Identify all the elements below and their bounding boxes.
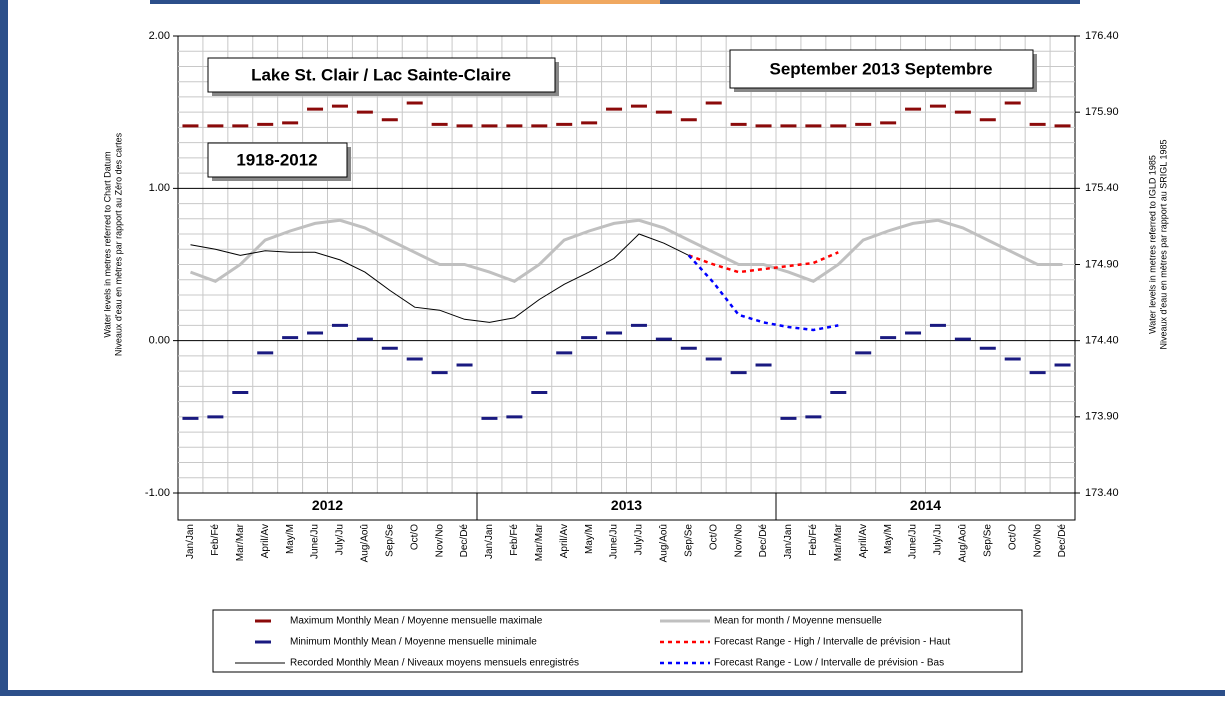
y-tick-label: 2.00 <box>149 30 170 42</box>
period-label: 1918-2012 <box>236 150 317 169</box>
x-tick-label: June/Ju <box>908 524 919 559</box>
year-label: 2014 <box>910 497 941 513</box>
frame-left <box>0 0 8 696</box>
x-tick-label: Mar/Mar <box>833 523 844 561</box>
y-tick-label: 1.00 <box>149 182 170 194</box>
y-tick-label: -1.00 <box>145 487 170 499</box>
x-tick-label: Nov/No <box>434 524 445 558</box>
x-tick-label: Aug/Aoû <box>360 524 371 562</box>
legend-label: Mean for month / Moyenne mensuelle <box>714 616 882 627</box>
series-line <box>190 233 690 323</box>
y-axis-label: Water levels in metres referred to Chart… <box>102 151 112 337</box>
x-tick-label: Nov/No <box>733 524 744 558</box>
legend-label: Forecast Range - Low / Intervalle de pré… <box>714 658 944 669</box>
x-tick-label: Jan/Jan <box>185 524 196 559</box>
x-tick-label: May/M <box>883 524 894 554</box>
chart-subtitle: September 2013 Septembre <box>770 59 993 78</box>
box <box>207 57 556 93</box>
x-tick-label: Feb/Fé <box>210 524 221 556</box>
year-band <box>177 492 1076 521</box>
x-tick-label: July/Ju <box>634 524 645 555</box>
x-tick-label: May/M <box>285 524 296 554</box>
legend <box>212 609 1023 673</box>
period-box: 1918-2012 <box>207 142 351 181</box>
frame-top-accent <box>540 0 660 4</box>
frame-bottom <box>0 690 1225 696</box>
y2-axis-label: Niveaux d'eau en mètres par rapport au S… <box>1158 139 1168 349</box>
x-tick-label: Dec/Dé <box>459 524 470 558</box>
box <box>729 49 1034 89</box>
x-tick-label: May/M <box>584 524 595 554</box>
x-tick-label: Dec/Dé <box>758 524 769 558</box>
x-tick-label: April/Av <box>559 524 570 558</box>
series-line <box>189 218 1063 283</box>
y-tick-label: 0.00 <box>149 335 170 347</box>
legend-label: Maximum Monthly Mean / Moyenne mensuelle… <box>290 616 543 627</box>
y2-axis-label: Water levels in metres referred to IGLD … <box>1147 155 1157 334</box>
x-tick-label: June/Ju <box>609 524 620 559</box>
y2-tick-label: 175.40 <box>1085 182 1119 194</box>
x-tick-label: Oct/O <box>708 524 719 550</box>
x-tick-label: Mar/Mar <box>235 523 246 561</box>
box <box>207 142 348 178</box>
chart-title: Lake St. Clair / Lac Sainte-Claire <box>251 65 511 84</box>
x-tick-label: Aug/Aoû <box>958 524 969 562</box>
series-line <box>687 254 839 332</box>
year-label: 2012 <box>312 497 343 513</box>
x-tick-label: Oct/O <box>1007 524 1018 550</box>
legend-label: Minimum Monthly Mean / Moyenne mensuelle… <box>290 637 537 648</box>
legend-label: Recorded Monthly Mean / Niveaux moyens m… <box>290 658 579 669</box>
y2-tick-label: 173.40 <box>1085 487 1119 499</box>
y2-tick-label: 174.90 <box>1085 258 1119 270</box>
y-axis-label: Niveaux d'eau en mètres par rapport au Z… <box>113 132 123 356</box>
x-tick-label: Jan/Jan <box>783 524 794 559</box>
x-tick-label: July/Ju <box>933 524 944 555</box>
x-tick-label: Nov/No <box>1032 524 1043 558</box>
year-label: 2013 <box>611 497 642 513</box>
x-tick-label: Sep/Se <box>982 524 993 557</box>
x-tick-label: June/Ju <box>310 524 321 559</box>
y2-tick-label: 175.90 <box>1085 106 1119 118</box>
legend-label: Forecast Range - High / Intervalle de pr… <box>714 637 950 648</box>
x-tick-label: Sep/Se <box>683 524 694 557</box>
x-tick-label: July/Ju <box>335 524 346 555</box>
x-tick-label: April/Av <box>260 524 271 558</box>
title-box: Lake St. Clair / Lac Sainte-Claire <box>207 57 559 96</box>
x-tick-label: Sep/Se <box>384 524 395 557</box>
x-tick-label: Aug/Aoû <box>659 524 670 562</box>
x-tick-label: Jan/Jan <box>484 524 495 559</box>
y2-tick-label: 174.40 <box>1085 335 1119 347</box>
x-tick-label: Mar/Mar <box>534 523 545 561</box>
x-tick-label: Oct/O <box>409 524 420 550</box>
x-tick-label: Dec/Dé <box>1057 524 1068 558</box>
x-tick-label: April/Av <box>858 524 869 558</box>
y2-tick-label: 173.90 <box>1085 411 1119 423</box>
subtitle-box: September 2013 Septembre <box>729 49 1037 92</box>
x-tick-label: Feb/Fé <box>509 524 520 556</box>
y2-tick-label: 176.40 <box>1085 30 1119 42</box>
x-tick-label: Feb/Fé <box>808 524 819 556</box>
series-line <box>688 251 839 274</box>
